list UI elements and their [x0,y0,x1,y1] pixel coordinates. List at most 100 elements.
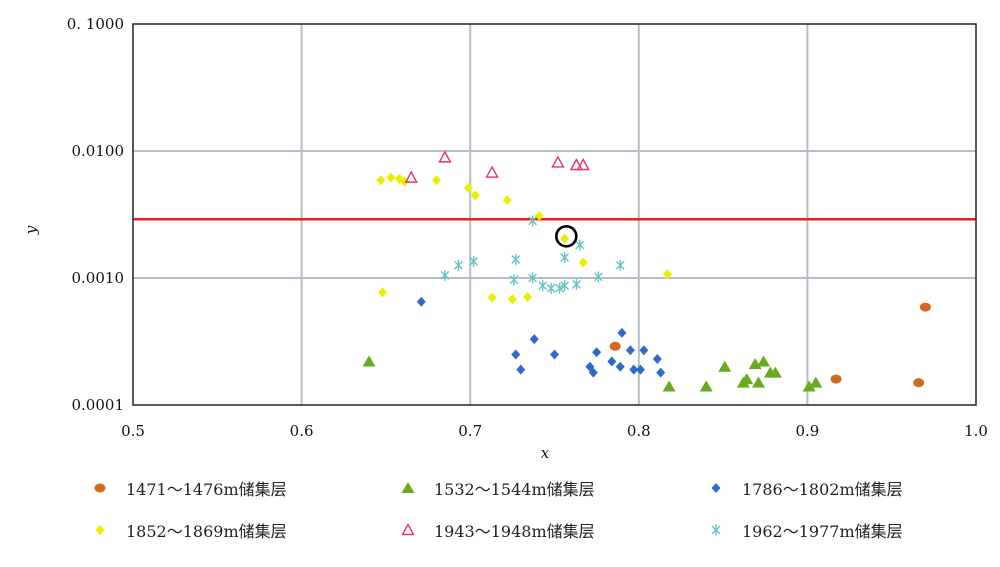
data-point [529,334,539,345]
data-point [560,252,570,264]
data-point [376,175,386,186]
data-point [913,378,925,388]
data-point [440,269,450,281]
legend-marker [94,483,106,493]
data-point [699,380,713,392]
data-point [588,367,598,378]
series-2 [362,355,823,392]
data-point [575,239,585,251]
data-point [523,291,533,302]
data-point [386,172,396,183]
data-point [487,292,497,303]
legend-label: 1471～1476m储集层 [126,480,287,499]
legend-marker [711,483,721,493]
data-point [662,380,676,392]
legend-item-1: 1471～1476m储集层 [94,480,287,499]
data-point [511,253,521,265]
data-points [362,150,931,392]
legend-item-4: 1852～1869m储集层 [95,522,287,541]
x-tick-label: 0.6 [290,422,314,440]
data-point [757,355,771,367]
legend-marker [95,525,105,535]
data-point [528,215,537,227]
data-point [830,374,842,384]
data-point [438,150,452,163]
y-axis-title: y [22,225,40,235]
plot-frame [132,23,977,406]
x-axis-title: x [541,444,550,462]
y-tick-label: 0.0100 [72,142,125,160]
grid-lines [133,24,976,405]
data-point [607,356,617,367]
data-point [538,280,548,292]
data-point [629,364,639,375]
data-point [656,367,666,378]
y-tick-label: 0.0010 [72,269,125,287]
legend-label: 1786～1802m储集层 [742,480,903,499]
series-3 [416,296,666,378]
data-point [502,195,512,206]
data-point [578,257,588,268]
highlight-circle [555,224,578,248]
legend-marker [711,524,721,536]
x-tick-labels: 0.5 0.6 0.7 0.8 0.9 1.0 [121,422,988,440]
data-point [576,158,590,171]
data-point [404,170,418,183]
data-point [485,165,499,178]
legend-label: 1532～1544m储集层 [434,480,595,499]
legend-label: 1943～1948m储集层 [434,522,595,541]
x-tick-label: 0.8 [627,422,651,440]
data-point [615,259,625,271]
data-point [718,360,732,372]
legend-item-2: 1532～1544m储集层 [401,480,595,499]
data-point [593,271,603,283]
data-point [617,327,627,338]
legend-item-3: 1786～1802m储集层 [711,480,903,499]
data-point [635,364,645,375]
data-point [572,278,581,290]
series-6 [440,215,625,294]
data-point [609,341,621,351]
data-point [652,354,662,365]
data-point [534,210,544,221]
data-point [768,366,782,378]
series-1 [609,302,931,388]
data-point [740,373,754,385]
legend-item-5: 1943～1948m储集层 [401,522,595,541]
data-point [362,355,376,367]
x-tick-label: 0.5 [121,422,145,440]
x-tick-label: 0.9 [795,422,819,440]
legend-label: 1962～1977m储集层 [742,522,903,541]
data-point [546,282,556,294]
data-point [560,280,570,292]
data-point [551,155,565,168]
data-point [625,345,635,356]
series-4 [376,172,672,305]
legend-label: 1852～1869m储集层 [126,522,287,541]
data-point [592,347,602,358]
data-point [516,364,526,375]
data-point [509,274,519,286]
data-point [550,349,559,360]
data-point [507,294,517,305]
legend-marker [401,523,415,536]
data-point [378,287,388,298]
data-point [802,380,816,392]
data-point [919,302,931,312]
y-tick-labels: 0.0001 0.0010 0.0100 0. 1000 [67,15,124,414]
data-point [454,259,463,271]
legend-item-6: 1962～1977m储集层 [711,522,903,541]
y-tick-label: 0. 1000 [67,15,124,33]
y-tick-label: 0.0001 [72,396,125,414]
data-point [639,345,649,356]
data-point [662,269,672,280]
x-tick-label: 1.0 [964,422,988,440]
data-point [470,190,480,201]
data-point [615,361,625,372]
data-point [752,376,766,388]
data-point [555,282,564,294]
data-point [511,349,521,360]
legend-marker [401,482,415,493]
data-point [560,233,570,244]
